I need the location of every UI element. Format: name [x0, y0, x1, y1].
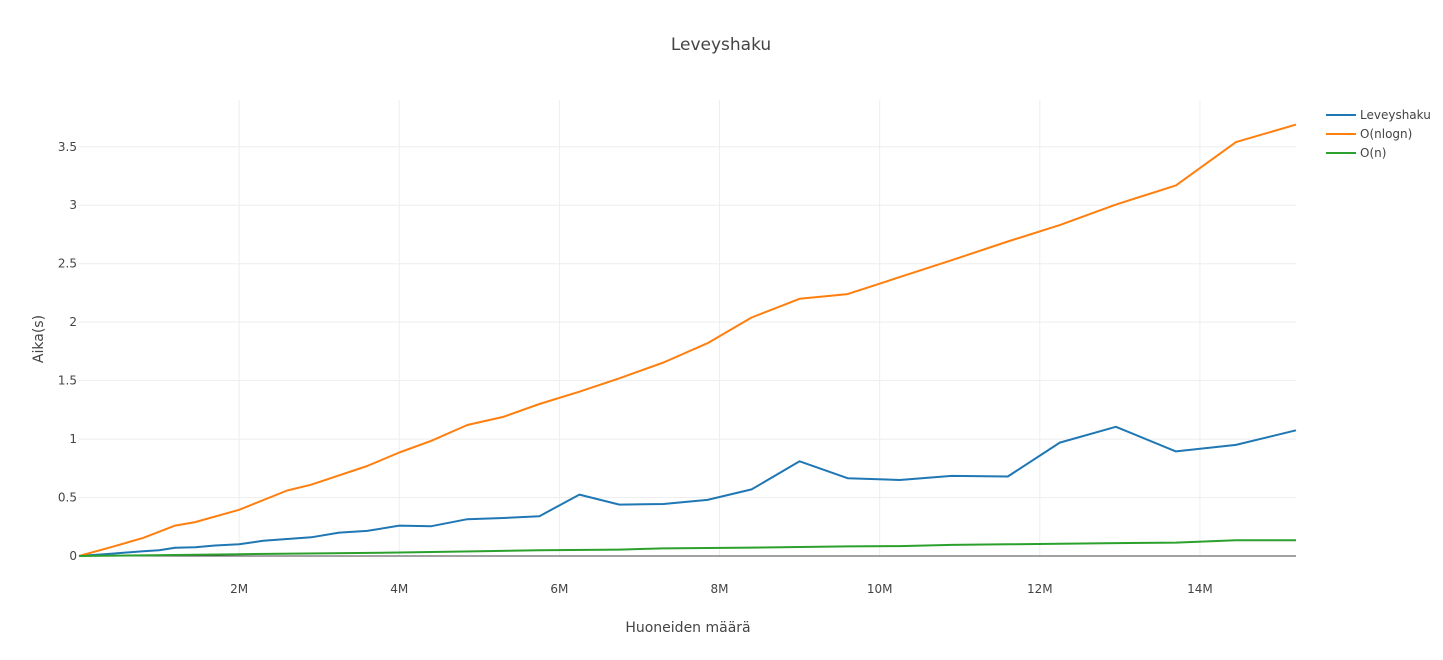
x-tick-label: 8M — [711, 582, 729, 596]
x-tick-label: 2M — [230, 582, 248, 596]
x-tick-label: 10M — [867, 582, 893, 596]
x-tick-label: 14M — [1187, 582, 1213, 596]
legend-label-o-n: O(n) — [1360, 146, 1386, 160]
y-tick-label: 1.5 — [58, 374, 77, 388]
x-tick-label: 6M — [550, 582, 568, 596]
x-axis-label: Huoneiden määrä — [625, 620, 750, 636]
y-tick-label: 3.5 — [58, 140, 77, 154]
x-tick-label: 4M — [390, 582, 408, 596]
y-tick-label: 3 — [69, 198, 77, 212]
legend: Leveyshaku O(nlogn) O(n) — [1326, 108, 1431, 160]
tick-labels: 2M 4M 6M 8M 10M 12M 14M 0 0.5 1 1.5 2 2.5 3 3.5 — [58, 140, 1213, 596]
y-axis-label: Aika(s) — [31, 315, 47, 363]
series-line-o-nlogn — [78, 123, 1297, 557]
series-line-o-n — [78, 539, 1296, 557]
series-line-leveyshaku — [78, 425, 1297, 557]
y-tick-label: 1 — [69, 432, 77, 446]
legend-label-leveyshaku: Leveyshaku — [1360, 108, 1431, 122]
x-tick-label: 12M — [1027, 582, 1053, 596]
gridlines — [79, 100, 1296, 556]
y-tick-label: 2 — [69, 315, 77, 329]
y-tick-label: 0.5 — [58, 491, 77, 505]
legend-label-o-nlogn: O(nlogn) — [1360, 127, 1412, 141]
series-lines — [78, 123, 1297, 557]
chart-title: Leveyshaku — [671, 35, 771, 55]
y-tick-label: 2.5 — [58, 257, 77, 271]
y-tick-label: 0 — [69, 549, 77, 563]
